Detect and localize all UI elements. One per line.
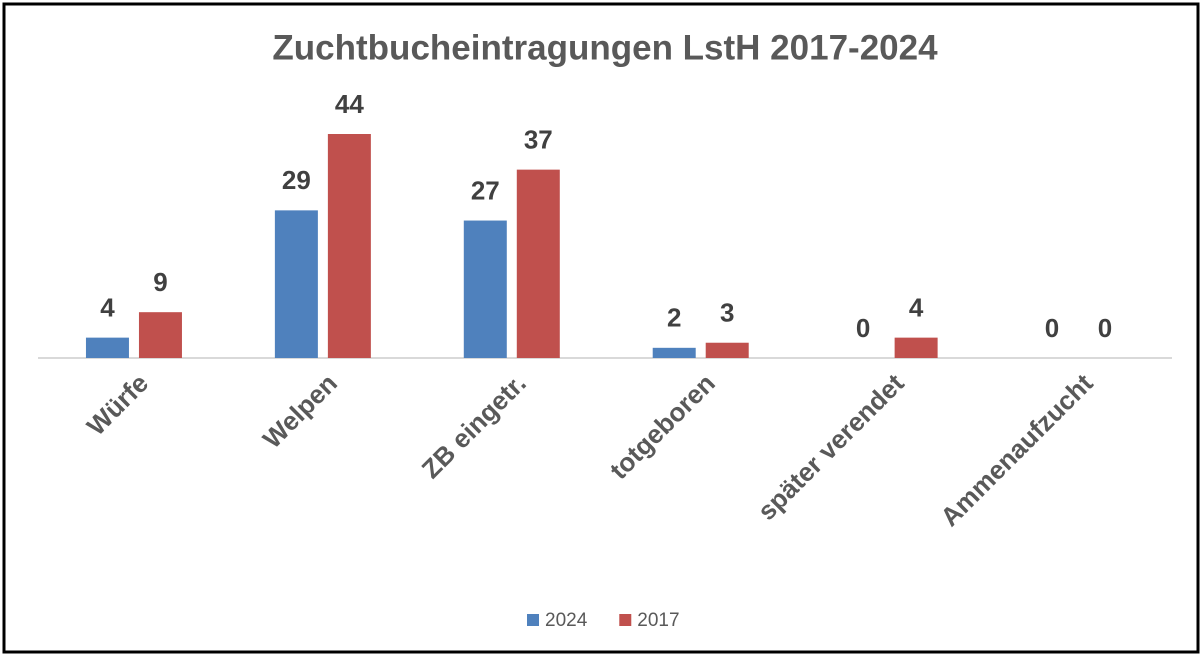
data-label: 0 (856, 313, 870, 343)
data-label: 27 (471, 175, 500, 205)
legend-swatch (527, 614, 539, 626)
data-label: 44 (335, 89, 364, 119)
data-label: 4 (909, 293, 924, 323)
bar (463, 220, 507, 358)
data-label: 0 (1045, 313, 1059, 343)
bar (327, 134, 371, 358)
data-label: 4 (100, 293, 115, 323)
bar (516, 169, 560, 358)
legend-swatch (619, 614, 632, 626)
bar (894, 337, 938, 358)
data-label: 3 (720, 298, 734, 328)
data-label: 0 (1098, 313, 1112, 343)
bar (705, 342, 749, 358)
chart-title: Zuchtbucheintragungen LstH 2017-2024 (272, 28, 938, 67)
bar (85, 337, 129, 358)
bar (138, 312, 182, 358)
bar (652, 347, 696, 358)
data-label: 9 (153, 267, 167, 297)
data-label: 29 (282, 165, 311, 195)
bar (274, 210, 318, 358)
data-label: 37 (524, 125, 553, 155)
data-label: 2 (667, 303, 681, 333)
legend-label: 2024 (545, 610, 588, 631)
legend-label: 2017 (637, 610, 679, 631)
